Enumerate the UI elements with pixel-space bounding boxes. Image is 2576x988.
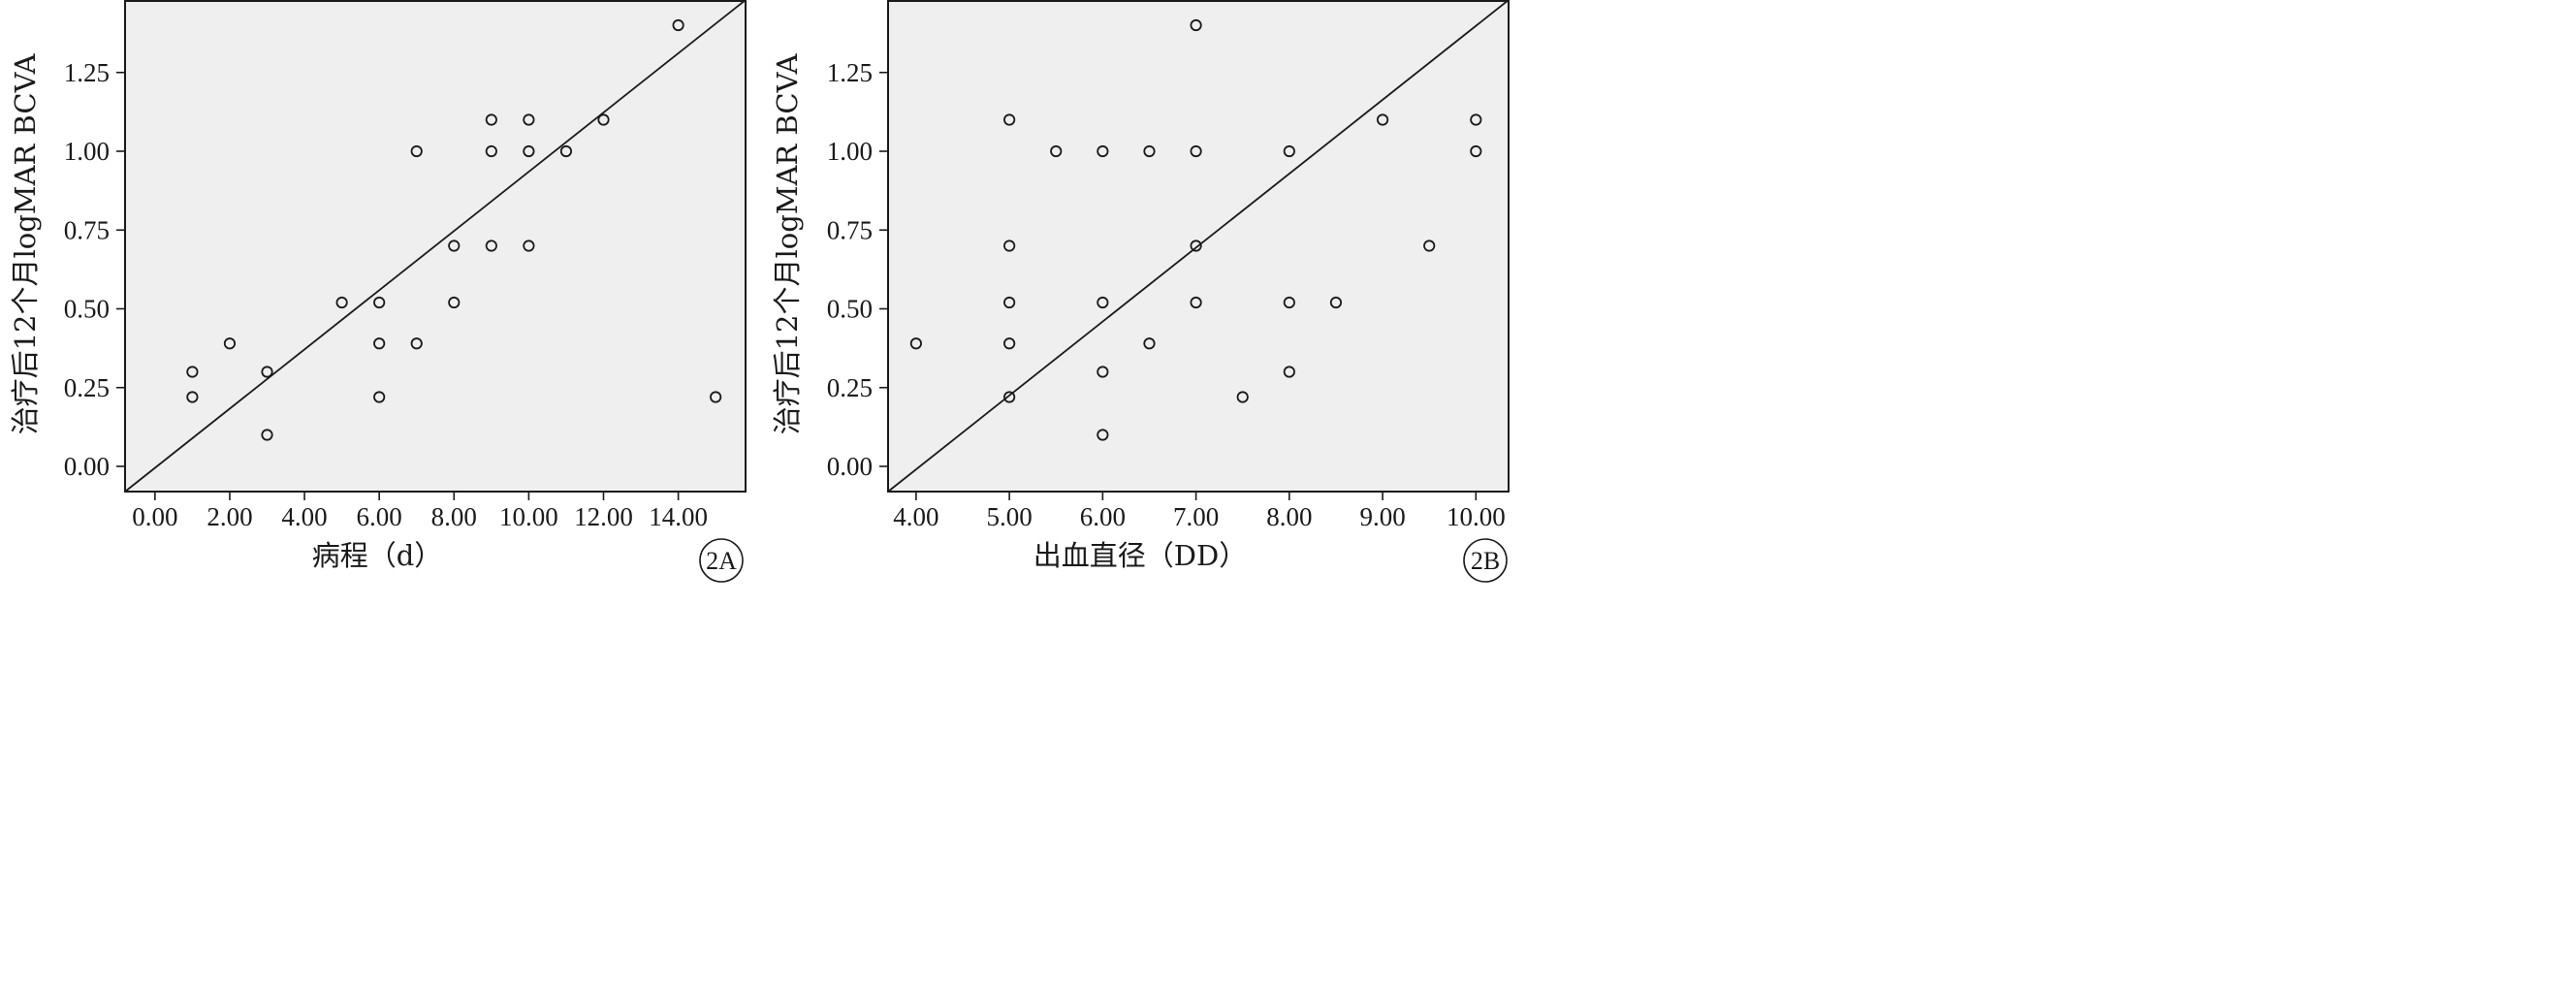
data-point (523, 239, 535, 252)
y-tick-label: 0.00 (64, 452, 110, 481)
data-point (223, 337, 237, 350)
data-point (1376, 113, 1389, 126)
data-point (710, 391, 722, 403)
y-tick-label: 0.25 (827, 373, 873, 402)
data-point (523, 144, 535, 158)
data-point (335, 296, 348, 309)
panel-badge-circle (699, 538, 744, 583)
reference-line (887, 0, 1510, 493)
data-point (909, 337, 922, 350)
x-tick-label: 8.00 (1266, 502, 1312, 531)
y-tick-label: 0.50 (64, 295, 110, 324)
data-point (1003, 337, 1016, 350)
data-point (1190, 144, 1202, 158)
data-point (485, 144, 497, 158)
panel-badge-label: 2A (706, 547, 737, 575)
x-tick-label: 6.00 (357, 502, 402, 531)
x-tick-label: 4.00 (281, 502, 327, 531)
data-point (1283, 144, 1295, 158)
scatter-figure: 0.00 0.25 0.50 0.75 1.00 1.25 0.00 2.00 4.00 6.00… (9, 0, 1510, 583)
data-point (523, 113, 535, 126)
y-tick-label: 1.00 (827, 137, 873, 166)
panel-badge-label: 2B (1471, 547, 1500, 575)
x-tick-label: 14.00 (649, 502, 708, 531)
data-point (1097, 144, 1109, 158)
panel-2a: 0.00 0.25 0.50 0.75 1.00 1.25 0.00 2.00 4.00 6.00… (9, 0, 747, 583)
y-tick-label: 0.00 (827, 452, 873, 481)
data-point (1283, 296, 1295, 309)
data-point (1003, 391, 1016, 403)
data-point (186, 391, 199, 403)
data-point (1097, 296, 1109, 309)
data-point (1003, 296, 1016, 309)
data-point (1003, 239, 1016, 252)
data-point (1143, 144, 1156, 158)
data-point (448, 239, 461, 252)
data-point (1470, 113, 1482, 126)
panel-badge-circle (1463, 538, 1508, 583)
x-tick-label: 2.00 (207, 502, 252, 531)
y-tick-label: 0.75 (827, 215, 873, 244)
data-point (1050, 144, 1063, 158)
data-point (1470, 144, 1482, 158)
data-point (448, 296, 461, 309)
data-point (485, 113, 497, 126)
data-point (1190, 239, 1202, 252)
data-point (1190, 296, 1202, 309)
y-tick-label: 1.25 (827, 58, 873, 87)
y-tick-label: 0.25 (64, 373, 110, 402)
data-point (1003, 113, 1016, 126)
x-axis-label: 出血直径（DD） (1034, 539, 1248, 572)
x-tick-label: 10.00 (1447, 502, 1506, 531)
y-tick-label: 1.00 (64, 137, 110, 166)
x-tick-label: 5.00 (986, 502, 1032, 531)
x-axis-label: 病程（d） (312, 539, 443, 572)
data-point (261, 366, 273, 378)
x-tick-label: 4.00 (893, 502, 938, 531)
data-point (485, 239, 497, 252)
x-tick-label: 7.00 (1173, 502, 1219, 531)
y-axis-label: 治疗后12个月logMAR BCVA (771, 53, 804, 435)
data-point (1190, 18, 1202, 32)
data-point (1097, 366, 1109, 378)
data-point (1097, 429, 1109, 441)
data-point (597, 113, 610, 126)
data-point (672, 18, 684, 32)
y-axis-label: 治疗后12个月logMAR BCVA (9, 53, 42, 435)
reference-line (124, 0, 747, 493)
y-tick-label: 1.25 (64, 58, 110, 87)
data-point (559, 144, 573, 158)
data-point (1236, 391, 1249, 403)
x-tick-label: 8.00 (431, 502, 477, 531)
data-point (261, 429, 273, 441)
y-tick-label: 0.75 (64, 215, 110, 244)
x-tick-label: 6.00 (1080, 502, 1126, 531)
data-point (1423, 239, 1436, 252)
y-tick-label: 0.50 (827, 295, 873, 324)
data-point (373, 337, 386, 350)
x-tick-label: 10.00 (499, 502, 558, 531)
x-tick-label: 0.00 (132, 502, 177, 531)
data-point (1329, 296, 1343, 309)
data-point (1283, 366, 1295, 378)
panel-2b: 0.00 0.25 0.50 0.75 1.00 1.25 4.00 5.00 6.00 7.00… (771, 0, 1510, 583)
data-point (186, 366, 199, 378)
data-point (410, 337, 423, 350)
data-point (1143, 337, 1156, 350)
data-point (373, 296, 386, 309)
data-point (373, 391, 386, 403)
x-tick-label: 9.00 (1359, 502, 1405, 531)
x-tick-label: 12.00 (574, 502, 633, 531)
data-point (410, 144, 423, 158)
